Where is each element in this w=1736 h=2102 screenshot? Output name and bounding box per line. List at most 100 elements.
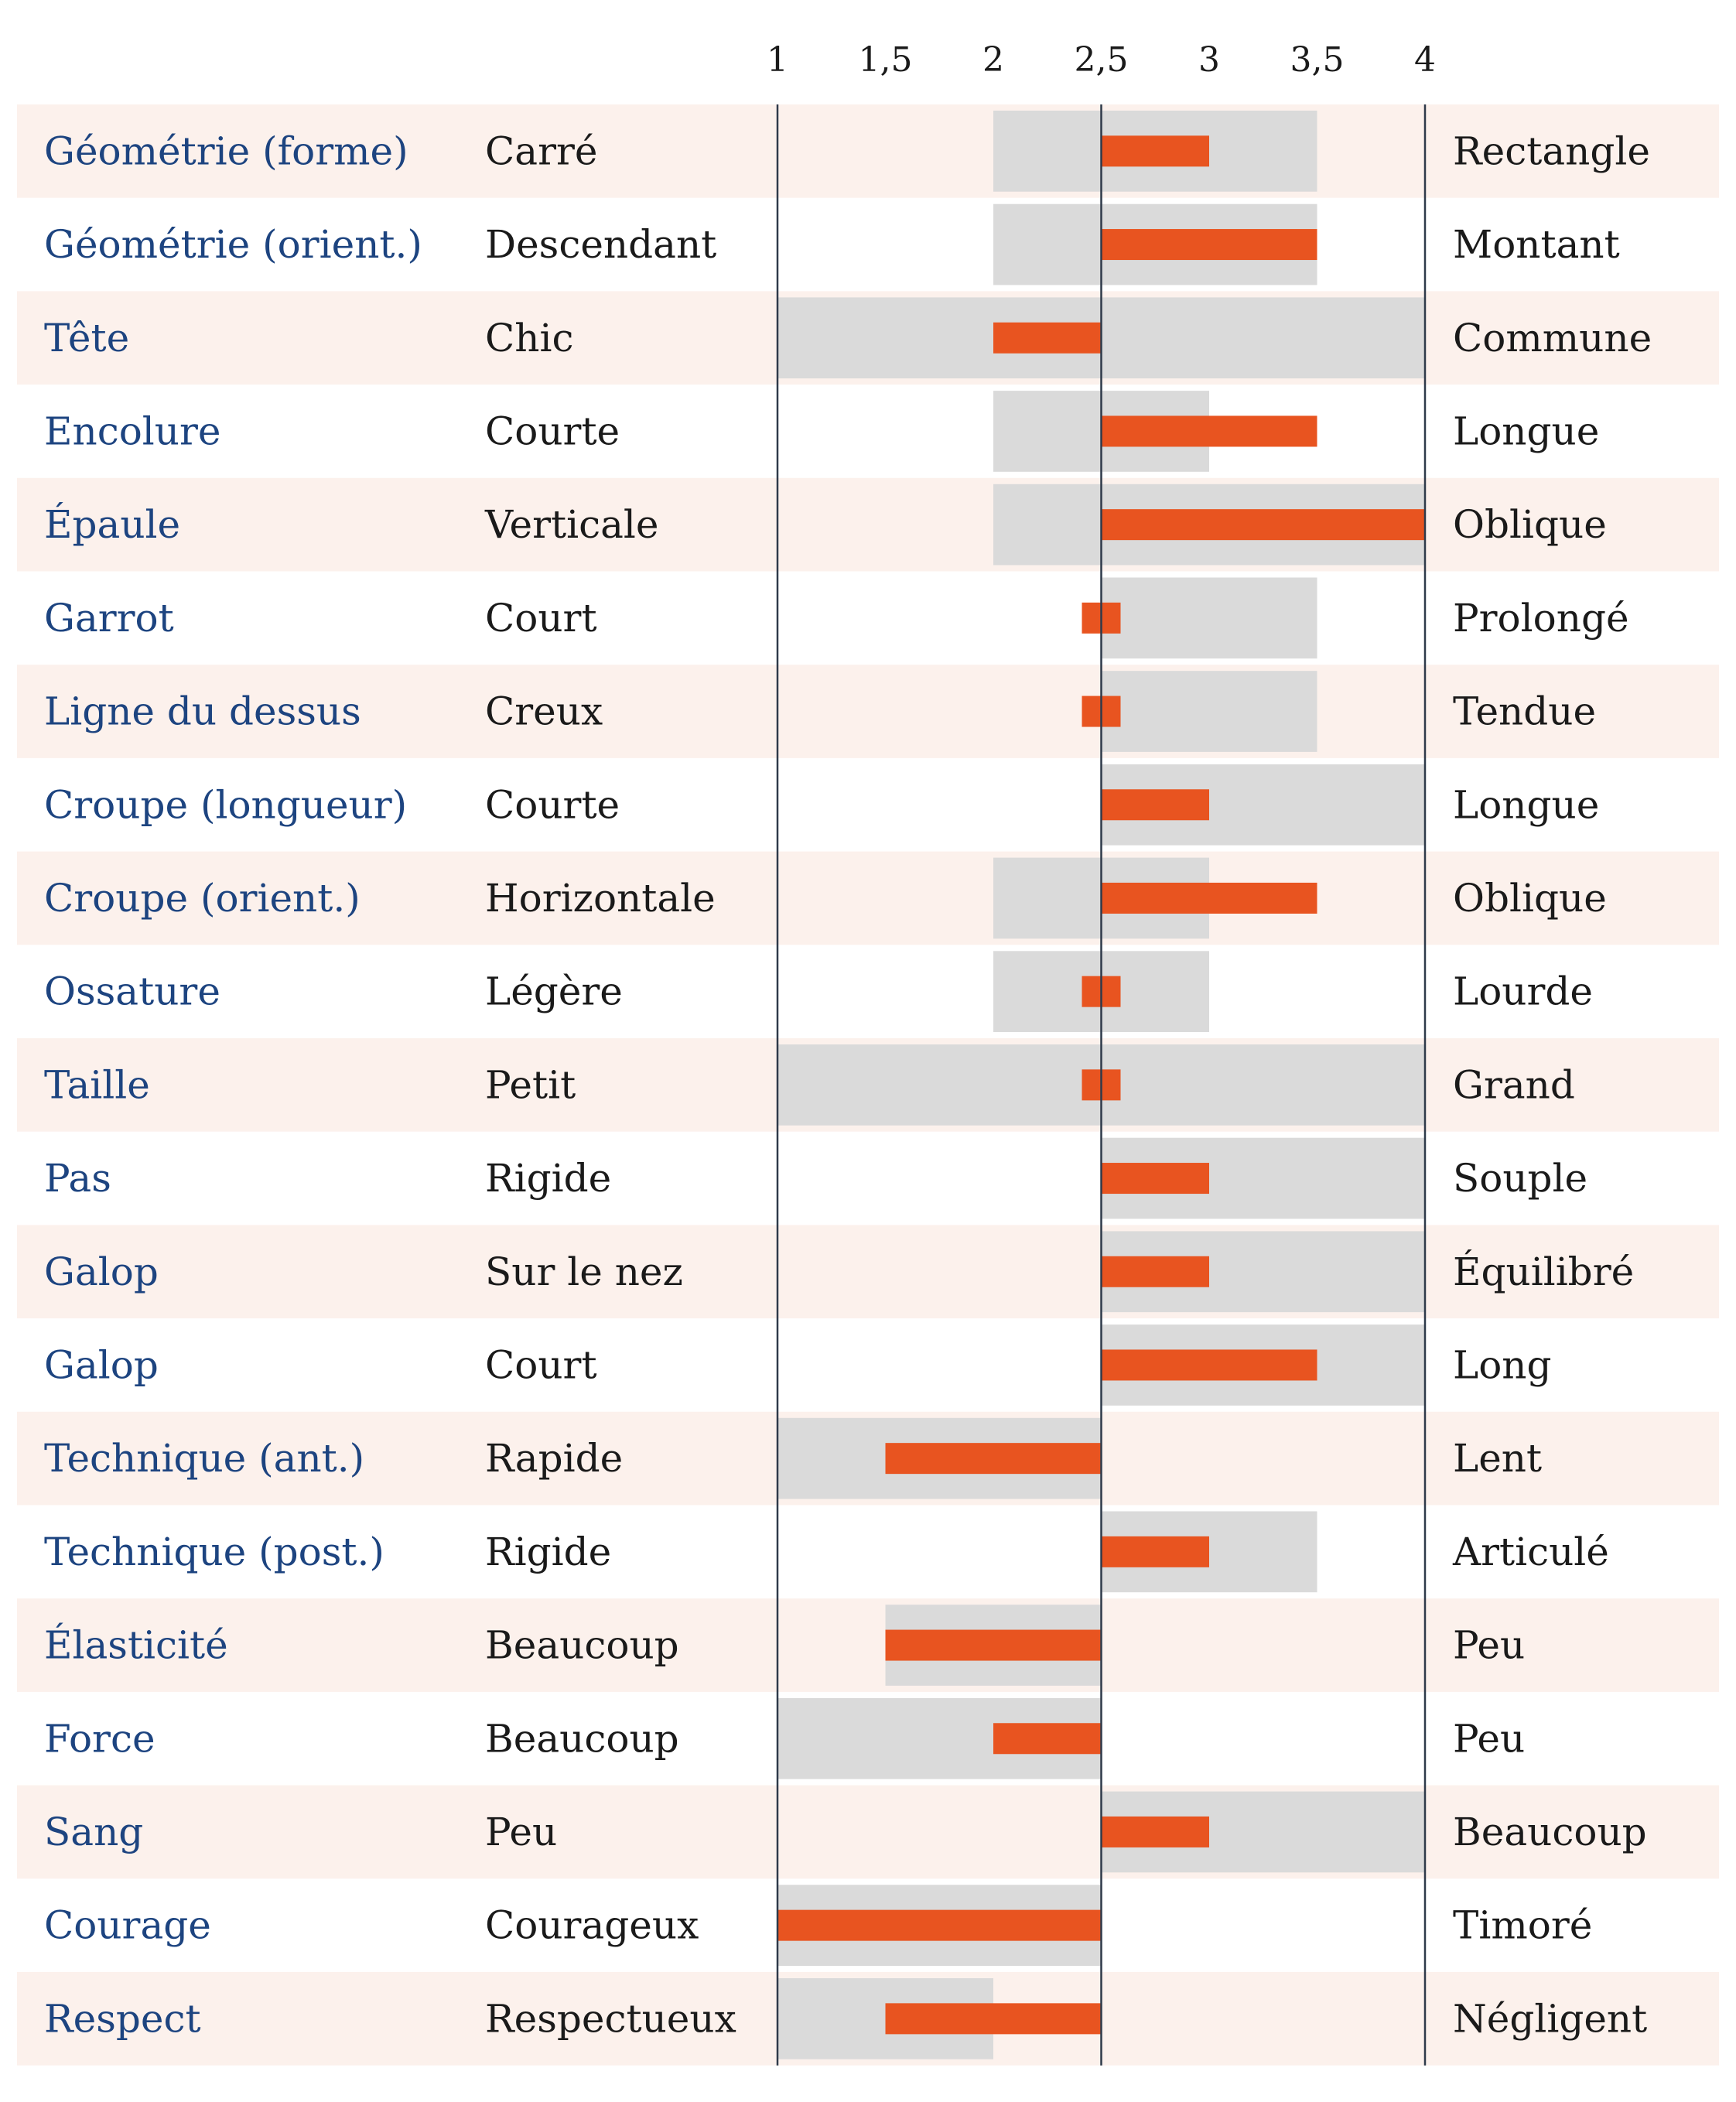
low-pole-label: Horizontale <box>485 876 716 921</box>
tick-label: 1 <box>767 40 788 80</box>
low-pole-label: Descendant <box>485 222 716 267</box>
trait-label: Force <box>44 1716 155 1761</box>
value-bar <box>1101 789 1209 821</box>
value-bar <box>993 1723 1102 1755</box>
high-pole-label: Timoré <box>1453 1903 1592 1948</box>
value-bar <box>885 2003 1102 2035</box>
trait-label: Géométrie (forme) <box>44 128 408 173</box>
trait-label: Sang <box>44 1810 143 1854</box>
row-background <box>17 665 1719 758</box>
tick-label: 2,5 <box>1075 40 1129 80</box>
high-pole-label: Lourde <box>1453 969 1593 1014</box>
low-pole-label: Verticale <box>484 502 659 547</box>
high-pole-label: Souple <box>1453 1156 1587 1201</box>
row-background <box>17 851 1719 945</box>
high-pole-label: Rectangle <box>1453 128 1650 173</box>
low-pole-label: Peu <box>485 1810 557 1854</box>
high-pole-label: Peu <box>1453 1716 1525 1761</box>
trait-label: Élasticité <box>44 1622 228 1668</box>
trait-label: Géométrie (orient.) <box>44 222 422 267</box>
row-labels: Géométrie (forme) Carré Rectangle Géométrie… <box>44 128 1652 2041</box>
trait-label: Galop <box>44 1249 159 1294</box>
trait-label: Épaule <box>44 501 180 547</box>
tick-label: 1,5 <box>859 40 913 80</box>
low-pole-label: Courageux <box>485 1903 699 1948</box>
axis-lines <box>776 104 1427 2066</box>
value-bar <box>1101 1163 1209 1195</box>
value-bar <box>1101 1256 1209 1287</box>
trait-label: Ossature <box>44 969 220 1014</box>
low-pole-label: Chic <box>485 316 573 361</box>
value-bar <box>885 1629 1102 1661</box>
trait-label: Galop <box>44 1342 159 1387</box>
high-pole-label: Longue <box>1453 408 1599 453</box>
row-background <box>17 477 1719 572</box>
high-pole-label: Peu <box>1453 1623 1525 1668</box>
value-bar <box>1101 229 1317 261</box>
tick-label: 3,5 <box>1290 40 1345 80</box>
value-bar <box>1101 415 1317 447</box>
high-pole-label: Équilibré <box>1453 1249 1634 1294</box>
value-bar <box>1101 135 1209 167</box>
value-bar <box>777 1909 1102 1941</box>
value-bar <box>1101 1349 1317 1381</box>
low-pole-label: Beaucoup <box>485 1716 679 1761</box>
value-bar <box>1101 509 1425 541</box>
trait-label: Pas <box>44 1156 111 1201</box>
high-pole-label: Commune <box>1453 316 1652 361</box>
row-background <box>17 1785 1719 1879</box>
tick-label: 2 <box>982 40 1004 80</box>
low-pole-label: Petit <box>485 1062 576 1107</box>
tick-labels: 1 1,5 2 2,5 3 3,5 4 <box>767 40 1436 80</box>
trait-label: Courage <box>44 1903 211 1948</box>
range-box <box>1101 671 1317 752</box>
value-bar <box>1101 1536 1209 1567</box>
high-pole-label: Tendue <box>1453 689 1596 734</box>
value-bar <box>1101 1816 1209 1847</box>
high-pole-label: Oblique <box>1453 502 1607 547</box>
row-background <box>17 1225 1719 1319</box>
low-pole-label: Creux <box>485 689 603 734</box>
trait-label: Technique (ant.) <box>44 1436 364 1481</box>
value-bar <box>885 1443 1102 1475</box>
low-pole-label: Légère <box>485 969 623 1014</box>
low-pole-label: Court <box>485 596 597 641</box>
trait-label: Tête <box>44 316 129 361</box>
low-pole-label: Courte <box>485 408 620 453</box>
trait-label: Croupe (longueur) <box>44 782 407 827</box>
high-pole-label: Grand <box>1453 1062 1575 1107</box>
value-bar <box>993 322 1102 354</box>
range-box <box>1101 577 1317 659</box>
high-pole-label: Oblique <box>1453 876 1607 921</box>
row-background <box>17 1598 1719 1692</box>
high-pole-label: Beaucoup <box>1453 1810 1647 1854</box>
high-pole-label: Longue <box>1453 782 1599 827</box>
high-pole-label: Lent <box>1453 1436 1542 1481</box>
low-pole-label: Carré <box>485 128 597 173</box>
high-pole-label: Prolongé <box>1453 596 1629 641</box>
value-bars <box>777 135 1425 2035</box>
trait-label: Garrot <box>44 596 174 641</box>
high-pole-label: Long <box>1453 1342 1552 1387</box>
high-pole-label: Montant <box>1453 222 1620 267</box>
value-bar <box>1101 882 1317 914</box>
row-background <box>17 104 1719 198</box>
low-pole-label: Court <box>485 1342 597 1387</box>
low-pole-label: Sur le nez <box>485 1249 683 1294</box>
low-pole-label: Beaucoup <box>485 1623 679 1668</box>
trait-label: Encolure <box>44 408 221 453</box>
trait-label: Respect <box>44 1996 201 2041</box>
low-pole-label: Respectueux <box>485 1996 736 2041</box>
trait-label: Ligne du dessus <box>44 689 361 734</box>
low-pole-label: Courte <box>485 782 620 827</box>
high-pole-label: Articulé <box>1452 1530 1609 1574</box>
trait-label: Technique (post.) <box>44 1530 384 1574</box>
high-pole-label: Négligent <box>1453 1996 1647 2041</box>
tick-label: 4 <box>1414 40 1436 80</box>
low-pole-label: Rigide <box>485 1530 611 1574</box>
trait-label: Croupe (orient.) <box>44 876 361 921</box>
trait-label: Taille <box>44 1062 150 1107</box>
low-pole-label: Rigide <box>485 1156 611 1201</box>
low-pole-label: Rapide <box>485 1436 623 1481</box>
